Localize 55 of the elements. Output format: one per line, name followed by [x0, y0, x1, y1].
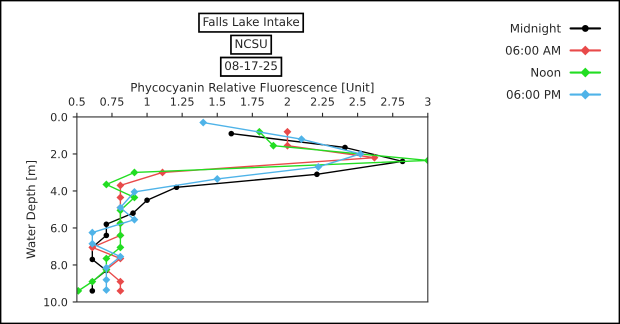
point	[356, 150, 364, 158]
legend-label: 06:00 AM	[506, 46, 560, 55]
point	[314, 162, 322, 171]
point	[102, 286, 110, 294]
legend-label: Midnight	[510, 24, 561, 36]
point	[102, 276, 110, 284]
x-tick-label: 2	[284, 97, 290, 106]
point	[116, 243, 124, 252]
chart-title: Falls Lake Intake	[204, 16, 300, 26]
legend-label: Noon	[532, 68, 560, 77]
point	[90, 256, 96, 262]
point	[88, 240, 96, 248]
point	[104, 221, 110, 228]
point	[298, 135, 306, 144]
y-tick-label: 10.0	[44, 298, 68, 306]
y-axis-title: Water Depth [m]	[26, 160, 38, 259]
x-tick-label: 3	[425, 97, 430, 106]
point	[213, 175, 222, 183]
x-tick-label: 2.25	[310, 97, 334, 106]
legend-label: 06:00 PM	[506, 90, 560, 99]
point	[88, 228, 96, 237]
point	[116, 286, 124, 295]
point	[130, 216, 138, 224]
point	[130, 210, 136, 216]
x-tick-label: 2.75	[381, 97, 404, 106]
y-tick-label: 4.0	[50, 186, 68, 196]
point	[102, 254, 110, 262]
x-tick-label: 1.5	[210, 98, 226, 106]
point	[116, 181, 124, 190]
x-tick-label: 2.5	[350, 97, 366, 106]
text: 08-17-25	[225, 61, 277, 70]
x-tick-label: 1	[144, 98, 150, 106]
x-axis-title: Phycocyanin Relative Fluorescence [Unit]	[131, 82, 374, 94]
point	[269, 142, 278, 150]
point	[116, 194, 124, 202]
x-tick-label: 0.75	[100, 97, 124, 106]
point	[199, 118, 208, 126]
point	[130, 188, 138, 196]
chart-subtitle: NCSU	[236, 39, 267, 48]
y-tick-label: 8.0	[50, 260, 68, 270]
point	[116, 278, 124, 286]
point	[104, 232, 110, 238]
x-tick-label: 0.5	[68, 97, 85, 106]
y-tick-label: 2.0	[50, 150, 68, 158]
point	[130, 168, 138, 176]
point	[284, 128, 292, 136]
x-tick-label: 1.25	[171, 97, 194, 106]
point	[144, 197, 150, 203]
y-tick-label: 0.0	[50, 112, 68, 122]
x-tick-label: 1.75	[241, 98, 264, 106]
point	[102, 180, 110, 188]
y-tick-label: 6.0	[50, 224, 68, 232]
point	[314, 172, 320, 178]
point	[90, 288, 96, 294]
point	[228, 130, 234, 136]
